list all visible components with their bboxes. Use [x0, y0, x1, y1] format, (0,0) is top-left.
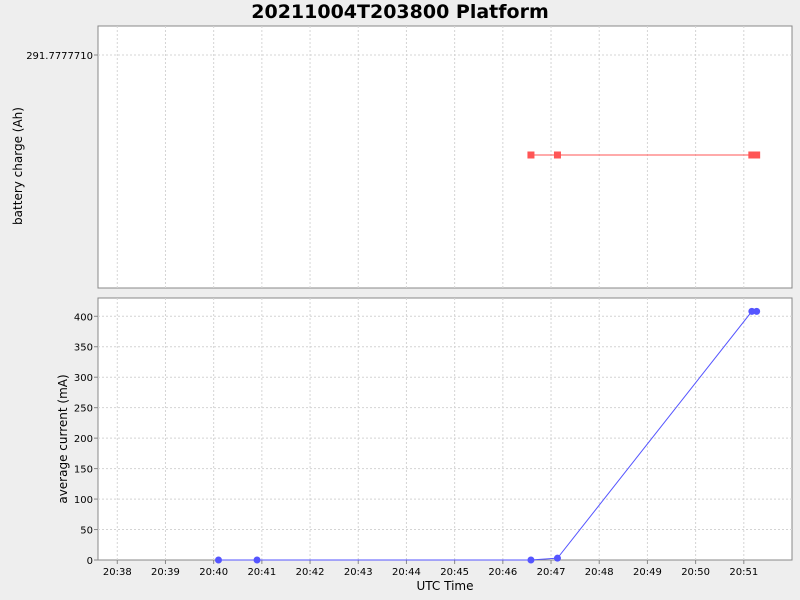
- x-tick-label: 20:39: [151, 567, 180, 578]
- battery-charge-point: [753, 151, 761, 159]
- x-tick-label: 20:47: [537, 567, 566, 578]
- bottom-plot-area: [97, 297, 793, 561]
- x-tick-label: 20:51: [729, 567, 758, 578]
- x-tick-label: 20:42: [296, 567, 325, 578]
- x-tick-label: 20:38: [103, 567, 132, 578]
- average-current-point: [253, 556, 261, 564]
- x-tick-label: 20:40: [199, 567, 228, 578]
- y-tick-label: 350: [74, 343, 93, 354]
- tick-layer: 20:38 20:39 20:40 20:41 20:42 20:43 20:44 20:45…: [26, 51, 758, 578]
- y-tick-label: 50: [80, 526, 93, 537]
- y-tick-label: 200: [74, 434, 93, 445]
- y-tick-label: 150: [74, 465, 93, 476]
- series-layer: [214, 151, 761, 564]
- y-tick-label: 0: [87, 556, 93, 567]
- battery-charge-point: [553, 151, 561, 159]
- battery-charge-point: [527, 151, 535, 159]
- top-plot-area: [97, 25, 793, 289]
- average-current-point: [553, 554, 561, 562]
- y-tick-label: 300: [74, 373, 93, 384]
- average-current-point: [748, 307, 756, 315]
- y-tick-label: 250: [74, 404, 93, 415]
- y-tick-label: 400: [74, 312, 93, 323]
- x-tick-label: 20:43: [344, 567, 373, 578]
- average-current-point: [753, 307, 761, 315]
- x-tick-label: 20:45: [440, 567, 469, 578]
- y-tick-label: 100: [74, 495, 93, 506]
- chart-title: 20211004T203800 Platform: [251, 1, 549, 23]
- bottom-y-axis-label: average current (mA): [56, 374, 70, 503]
- battery-charge-point: [748, 151, 756, 159]
- x-tick-label: 20:49: [633, 567, 662, 578]
- top-y-axis-label: battery charge (Ah): [11, 107, 25, 225]
- x-tick-label: 20:48: [585, 567, 614, 578]
- x-tick-label: 20:46: [488, 567, 517, 578]
- average-current-point: [527, 556, 535, 564]
- x-tick-label: 20:50: [681, 567, 710, 578]
- x-tick-label: 20:44: [392, 567, 421, 578]
- x-tick-label: 20:41: [247, 567, 276, 578]
- x-axis-label: UTC Time: [417, 579, 474, 593]
- y-tick-label: 291.7777710: [26, 51, 93, 62]
- average-current-point: [214, 556, 222, 564]
